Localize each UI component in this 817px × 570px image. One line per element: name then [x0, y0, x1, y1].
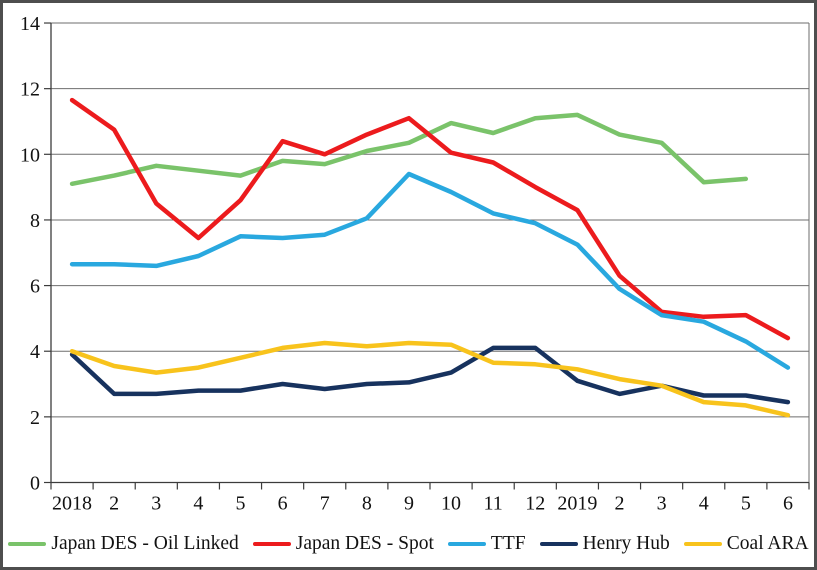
- legend-swatch: [539, 541, 578, 546]
- legend-label: Henry Hub: [582, 533, 670, 554]
- legend-item-japan-des-spot: Japan DES - Spot: [252, 533, 434, 554]
- y-tick-label: 10: [20, 144, 40, 166]
- y-tick-label: 2: [30, 407, 40, 429]
- legend-label: Coal ARA: [726, 533, 809, 554]
- legend-swatch: [683, 541, 722, 546]
- legend-item-japan-des-oil-linked: Japan DES - Oil Linked: [8, 533, 239, 554]
- legend-swatch: [252, 541, 291, 546]
- x-tick-label: 2018: [52, 493, 92, 515]
- x-tick-label: 3: [657, 493, 667, 515]
- legend-item-henry-hub: Henry Hub: [539, 533, 670, 554]
- y-tick-label: 14: [20, 13, 40, 35]
- gas-price-line-chart: 0 2 4 6 8 10 12 14 2018 2 3 4 5 6 7 8 9 10 11 12 2019 2 3 4 5 6: [20, 13, 810, 515]
- x-tick-label: 4: [193, 493, 203, 515]
- x-tick-label: 12: [525, 493, 545, 515]
- y-tick-label: 8: [30, 210, 40, 232]
- x-tick-label: 5: [236, 493, 246, 515]
- x-tick-label: 3: [151, 493, 161, 515]
- x-tick-label: 10: [441, 493, 461, 515]
- x-tick-label: 6: [278, 493, 288, 515]
- series-line-japan-des-spot: [69, 97, 791, 341]
- legend-swatch: [8, 541, 47, 546]
- series-line-coal-ara: [69, 340, 791, 418]
- x-tick-label: 6: [783, 493, 793, 515]
- x-tick-label: 2: [615, 493, 625, 515]
- x-tick-label: 9: [404, 493, 414, 515]
- y-tick-label: 12: [20, 79, 40, 101]
- y-tick-label: 0: [30, 473, 40, 495]
- chart-legend: Japan DES - Oil Linked Japan DES - Spot TT…: [3, 534, 814, 554]
- legend-label: Japan DES - Oil Linked: [51, 533, 239, 554]
- legend-item-ttf: TTF: [447, 533, 526, 554]
- legend-label: TTF: [490, 533, 526, 554]
- y-tick-label: 4: [30, 341, 40, 363]
- series-line-japan-des-oil-linked: [69, 112, 749, 187]
- series-line-ttf: [69, 171, 791, 370]
- x-tick-label: 4: [699, 493, 709, 515]
- legend-label: Japan DES - Spot: [295, 533, 434, 554]
- legend-swatch: [447, 541, 486, 546]
- x-tick-label: 5: [741, 493, 751, 515]
- x-tick-label: 11: [484, 493, 503, 515]
- y-tick-label: 6: [30, 276, 40, 298]
- x-tick-label: 2019: [557, 493, 597, 515]
- x-tick-label: 8: [362, 493, 372, 515]
- x-tick-label: 2: [109, 493, 119, 515]
- x-tick-label: 7: [320, 493, 330, 515]
- legend-item-coal-ara: Coal ARA: [683, 533, 809, 554]
